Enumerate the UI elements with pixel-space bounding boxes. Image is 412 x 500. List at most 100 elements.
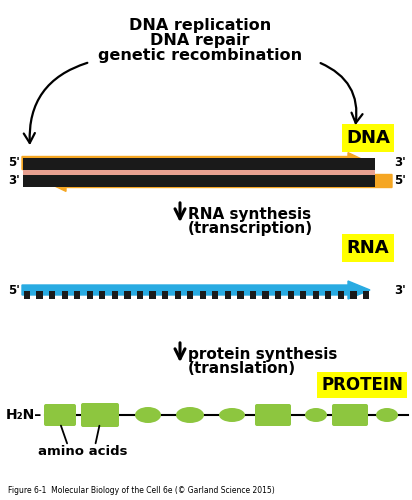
FancyArrowPatch shape [24, 63, 87, 143]
Bar [325, 290, 332, 298]
Bar [348, 158, 361, 186]
Text: PROTEIN: PROTEIN [321, 376, 403, 394]
Ellipse shape [305, 408, 327, 422]
Bar [226, 170, 240, 174]
Ellipse shape [176, 407, 204, 423]
Text: 3': 3' [8, 174, 20, 188]
Bar [275, 290, 281, 298]
Text: DNA repair: DNA repair [150, 33, 250, 48]
Bar [225, 290, 231, 298]
Bar [280, 170, 294, 174]
Bar [145, 158, 159, 186]
Bar [212, 290, 218, 298]
Bar [288, 290, 294, 298]
Ellipse shape [219, 408, 245, 422]
Text: genetic recombination: genetic recombination [98, 48, 302, 63]
Bar [50, 170, 64, 174]
Bar [61, 290, 68, 298]
Bar [74, 290, 80, 298]
Bar [77, 170, 91, 174]
FancyArrow shape [22, 281, 370, 299]
Bar [334, 170, 348, 174]
Bar [200, 290, 206, 298]
Bar [212, 170, 226, 174]
Bar [49, 290, 55, 298]
Bar [37, 158, 50, 186]
Text: protein synthesis: protein synthesis [188, 347, 337, 362]
Bar [253, 158, 267, 186]
Bar [185, 170, 199, 174]
Bar [226, 158, 240, 186]
FancyArrowPatch shape [321, 63, 363, 123]
Bar [185, 158, 199, 186]
Bar [363, 290, 369, 298]
Bar [112, 290, 118, 298]
Text: RNA synthesis: RNA synthesis [188, 207, 311, 222]
Bar [118, 170, 131, 174]
Bar [23, 170, 37, 174]
Bar [87, 290, 93, 298]
Bar [321, 158, 335, 186]
FancyBboxPatch shape [332, 404, 368, 426]
Bar [37, 170, 50, 174]
Bar [158, 170, 172, 174]
Bar [300, 290, 307, 298]
Bar [172, 158, 186, 186]
Bar [124, 290, 131, 298]
Bar [137, 290, 143, 298]
Bar [361, 170, 375, 174]
Bar [175, 290, 181, 298]
Bar [262, 290, 269, 298]
Text: DNA replication: DNA replication [129, 18, 271, 33]
Bar [104, 158, 118, 186]
Text: 5': 5' [394, 174, 406, 188]
Bar [199, 158, 213, 186]
Text: DNA: DNA [346, 129, 390, 147]
FancyBboxPatch shape [44, 404, 76, 426]
Bar [50, 158, 64, 186]
Bar [350, 290, 357, 298]
Bar [313, 290, 319, 298]
Bar [145, 170, 159, 174]
Bar [63, 170, 77, 174]
Bar [239, 170, 253, 174]
Text: (transcription): (transcription) [188, 221, 313, 236]
Bar [77, 158, 91, 186]
Bar [131, 170, 145, 174]
Bar [150, 290, 156, 298]
Bar [187, 290, 193, 298]
Bar [24, 290, 30, 298]
Text: amino acids: amino acids [38, 445, 128, 458]
Bar [131, 158, 145, 186]
Text: H₂N–: H₂N– [6, 408, 42, 422]
Bar [63, 158, 77, 186]
Bar [239, 158, 253, 186]
Bar [172, 170, 186, 174]
Bar [91, 170, 105, 174]
Bar [334, 158, 348, 186]
Bar [23, 158, 37, 186]
Bar [253, 170, 267, 174]
Text: (translation): (translation) [188, 361, 296, 376]
Bar [118, 158, 131, 186]
Bar [338, 290, 344, 298]
Bar [250, 290, 256, 298]
Bar [162, 290, 168, 298]
Text: 3': 3' [394, 284, 406, 296]
Bar [199, 170, 213, 174]
FancyBboxPatch shape [81, 403, 119, 427]
FancyArrow shape [44, 170, 392, 192]
Text: RNA: RNA [346, 239, 389, 257]
Bar [237, 290, 243, 298]
Text: 3': 3' [394, 156, 406, 170]
Bar [307, 158, 321, 186]
Text: Figure 6-1  Molecular Biology of the Cell 6e (© Garland Science 2015): Figure 6-1 Molecular Biology of the Cell… [8, 486, 275, 495]
Bar [99, 290, 105, 298]
FancyArrow shape [22, 152, 370, 174]
Bar [212, 158, 226, 186]
Bar [321, 170, 335, 174]
Bar [293, 170, 307, 174]
Bar [104, 170, 118, 174]
FancyBboxPatch shape [255, 404, 291, 426]
Bar [158, 158, 172, 186]
